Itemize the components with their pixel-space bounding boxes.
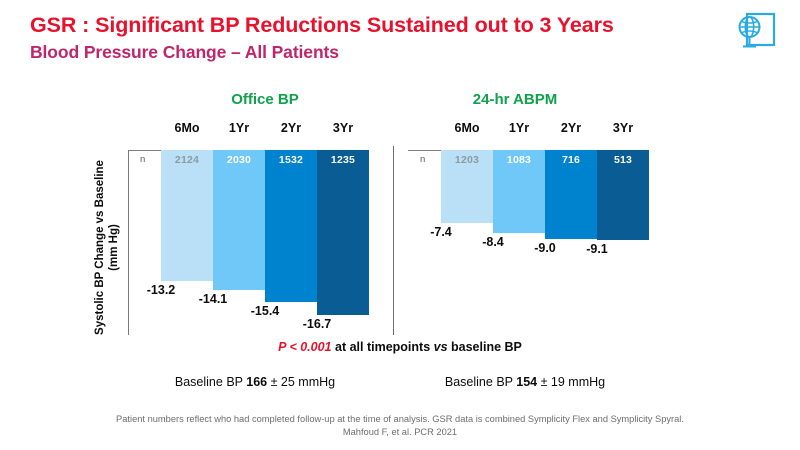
chart-office-bp: 6Mo 1Yr 2Yr 3Yr n 2124 -13.2 2030 -14.1 1532 -15…	[128, 120, 376, 335]
pvalue-vs: vs	[433, 340, 448, 354]
baseline-bp-office: Baseline BP 166 ± 25 mmHg	[155, 375, 355, 389]
baseline-suffix: ± 19 mmHg	[537, 375, 606, 389]
bar-3yr[interactable]: 513	[597, 150, 649, 241]
footnote-line2: Mahfoud F, et al. PCR 2021	[342, 427, 458, 437]
pvalue-statistic: P < 0.001	[278, 340, 332, 354]
bar-6mo[interactable]: 1203	[441, 150, 493, 224]
baseline-prefix: Baseline BP	[444, 375, 517, 389]
globe-in-square-icon	[733, 8, 777, 53]
y-axis-title-line2: (mm Hg)	[107, 224, 120, 271]
bar-n-value-1yr: 1083	[506, 154, 532, 166]
bar-n-value-6mo: 1203	[454, 154, 480, 166]
bar-2yr[interactable]: 716	[545, 150, 597, 240]
timepoint-label-1yr: 1Yr	[508, 121, 530, 135]
bar-value-label-2yr: -9.0	[534, 241, 556, 256]
timepoint-label-3yr: 3Yr	[612, 121, 634, 135]
panel-heading-office-bp: Office BP	[231, 91, 299, 108]
baseline-suffix: ± 25 mmHg	[267, 375, 336, 389]
bar-n-value-3yr: 513	[613, 154, 633, 166]
panel-heading-abpm: 24-hr ABPM	[472, 91, 558, 108]
baseline-value: 154	[516, 375, 538, 389]
timepoint-label-row: 6Mo 1Yr 2Yr 3Yr	[408, 120, 656, 142]
timepoint-label-6mo: 6Mo	[174, 121, 200, 135]
y-axis-line	[128, 150, 129, 335]
n-row-marker: n	[420, 154, 426, 165]
timepoint-label-1yr: 1Yr	[228, 121, 250, 135]
bar-6mo[interactable]: 2124	[161, 150, 213, 281]
bar-value-label-3yr: -16.7	[302, 317, 332, 332]
baseline-value: 166	[246, 375, 268, 389]
bar-3yr[interactable]: 1235	[317, 150, 369, 316]
baseline-prefix: Baseline BP	[174, 375, 247, 389]
pvalue-statement: P < 0.001 at all timepoints vs baseline …	[0, 340, 800, 354]
bar-value-label-6mo: -7.4	[430, 225, 452, 240]
bar-1yr[interactable]: 1083	[493, 150, 545, 234]
timepoint-label-2yr: 2Yr	[280, 121, 302, 135]
timepoint-label-6mo: 6Mo	[454, 121, 480, 135]
bar-n-value-3yr: 1235	[330, 154, 356, 166]
timepoint-label-3yr: 3Yr	[332, 121, 354, 135]
bar-value-label-6mo: -13.2	[146, 282, 176, 297]
bar-value-label-1yr: -14.1	[198, 291, 228, 306]
timepoint-label-2yr: 2Yr	[560, 121, 582, 135]
page-subtitle: Blood Pressure Change – All Patients	[30, 42, 339, 62]
panel-divider	[393, 146, 394, 335]
bar-n-value-6mo: 2124	[174, 154, 200, 166]
baseline-bp-abpm: Baseline BP 154 ± 19 mmHg	[425, 375, 625, 389]
footnote: Patient numbers reflect who had complete…	[40, 413, 760, 439]
page-title: GSR : Significant BP Reductions Sustaine…	[30, 13, 614, 37]
timepoint-label-row: 6Mo 1Yr 2Yr 3Yr	[128, 120, 376, 142]
pvalue-text-mid: at all timepoints	[331, 340, 434, 354]
bar-2yr[interactable]: 1532	[265, 150, 317, 303]
n-row-marker: n	[140, 154, 146, 165]
chart-abpm: 6Mo 1Yr 2Yr 3Yr n 1203 -7.4 1083 -8.4 716 -9.0 51…	[408, 120, 656, 335]
bar-n-value-2yr: 1532	[278, 154, 304, 166]
bar-n-value-1yr: 2030	[226, 154, 252, 166]
bar-value-label-2yr: -15.4	[250, 304, 280, 319]
bar-n-value-2yr: 716	[561, 154, 581, 166]
pvalue-text-end: baseline BP	[447, 340, 522, 354]
bar-value-label-1yr: -8.4	[482, 235, 504, 250]
bar-1yr[interactable]: 2030	[213, 150, 265, 290]
y-axis-title-line1: Systolic BP Change vs Baseline	[94, 160, 106, 335]
bar-value-label-3yr: -9.1	[586, 242, 608, 257]
footnote-line1: Patient numbers reflect who had complete…	[116, 414, 684, 424]
